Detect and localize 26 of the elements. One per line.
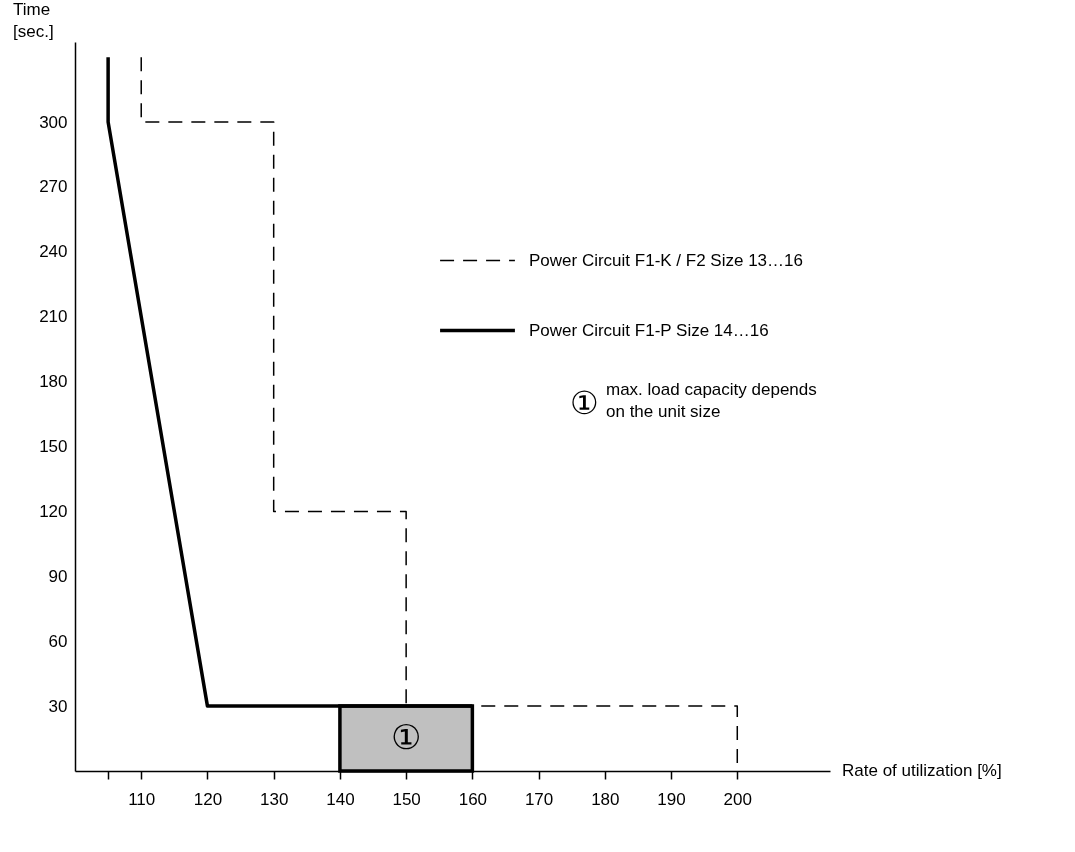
y-tick-label: 180 (39, 372, 68, 392)
y-tick-label: 30 (48, 696, 68, 716)
y-tick-label: 300 (39, 112, 68, 132)
y-axis-title: Time [sec.] (13, 0, 54, 41)
x-tick-label: 160 (458, 789, 488, 809)
x-tick-label: 200 (723, 789, 752, 809)
x-tick-label: 150 (392, 789, 421, 809)
y-tick-label: 240 (39, 242, 68, 262)
x-tick-label: 130 (260, 789, 289, 809)
x-tick-label: 140 (326, 789, 355, 809)
x-tick-label: 110 (128, 789, 156, 809)
y-tick-label: 210 (39, 307, 68, 327)
y-tick-label: 90 (48, 566, 68, 586)
legend-label: Power Circuit F1-K / F2 Size 13…16 (529, 250, 803, 270)
legend-label: Power Circuit F1-P Size 14…16 (529, 320, 769, 340)
y-tick-label: 60 (48, 631, 68, 651)
y-tick-label: 150 (39, 437, 68, 457)
x-tick-label: 120 (193, 789, 223, 809)
annotation: ① max. load capacity depends on the unit size (570, 380, 817, 421)
x-axis-title: Rate of utilization [%] (842, 761, 1002, 780)
annotation: ① (391, 717, 422, 756)
y-tick-label: 270 (39, 177, 68, 197)
x-tick-label: 170 (524, 789, 554, 809)
y-tick-label: 120 (39, 501, 68, 521)
x-tick-label: 190 (657, 789, 686, 809)
x-tick-label: 180 (591, 789, 620, 809)
